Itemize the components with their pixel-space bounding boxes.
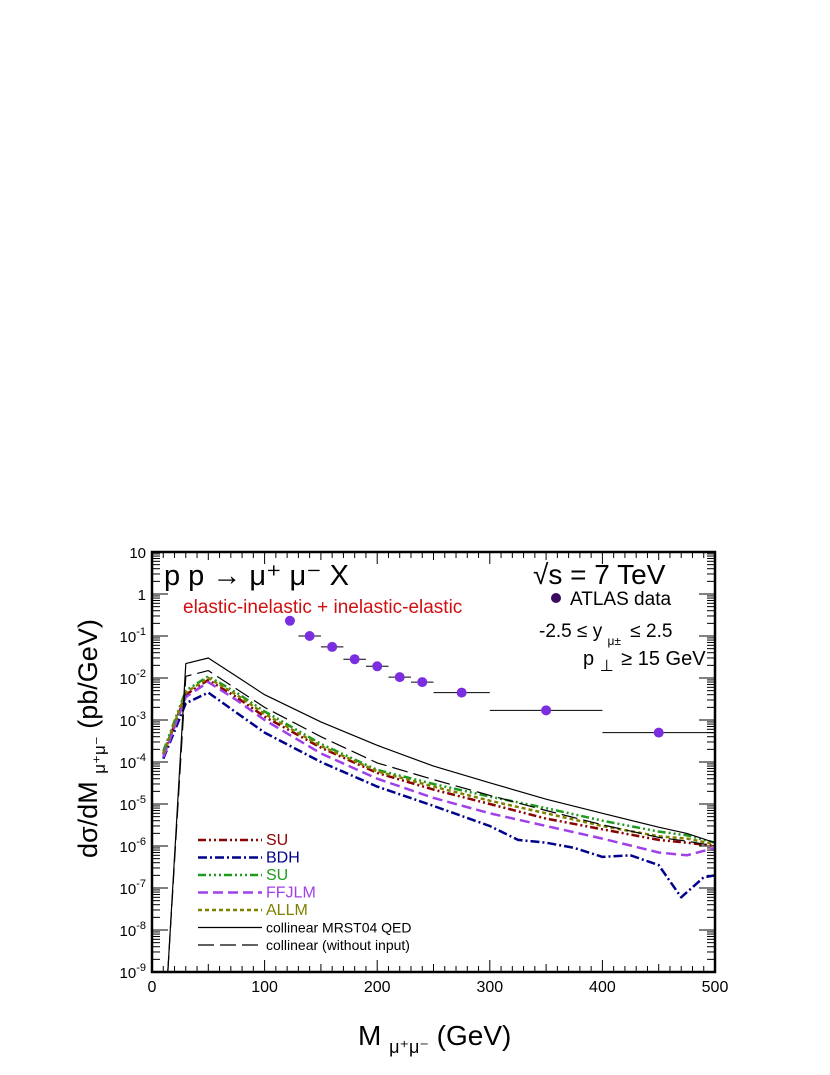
energy-label: √s = 7 TeV: [533, 559, 666, 590]
x-tick-labels: 0 100 200 300 400 500: [148, 979, 729, 996]
y-tick-label: 10-7: [120, 878, 146, 898]
y-tick-label-exponent: -2: [136, 668, 146, 680]
y-tick-label: 10-8: [120, 920, 146, 940]
pt-cut-sub: ⊥: [600, 658, 614, 675]
series-line-su: [162, 675, 715, 844]
atlas-data-point: [417, 677, 428, 688]
legend-label: collinear MRST04 QED: [266, 920, 412, 936]
x-tick-label: 400: [589, 979, 616, 996]
y-axis-title-rest: (pb/GeV): [73, 619, 103, 729]
x-axis-title-main: M: [358, 1020, 381, 1051]
legend-label: SU: [266, 832, 288, 849]
pt-cut-value: ≥ 15 GeV: [621, 648, 706, 670]
legend-atlas-marker: [551, 593, 561, 603]
atlas-data-point: [349, 654, 360, 665]
series-line-allm: [162, 676, 715, 846]
y-tick-label-exponent: -3: [136, 710, 146, 722]
x-tick-label: 0: [148, 979, 157, 996]
legend-label: FFJLM: [266, 885, 316, 902]
y-tick-label-base: 10: [120, 923, 137, 940]
atlas-data-point: [327, 641, 338, 652]
rapidity-cut-left: -2.5 ≤ y: [539, 621, 603, 642]
y-tick-label-base: 10: [120, 713, 137, 730]
plot-frame: [150, 550, 717, 974]
atlas-data-point: [456, 687, 467, 698]
y-axis-title: dσ/dM μ⁺μ⁻ (pb/GeV): [73, 619, 111, 858]
y-tick-label-base: 10: [120, 755, 137, 772]
y-tick-label: 10-1: [120, 626, 146, 646]
y-tick-label-base: 1: [138, 587, 146, 604]
x-axis-title: M μ⁺μ⁻ (GeV): [358, 1020, 511, 1059]
rapidity-cut-right: ≤ 2.5: [630, 621, 672, 642]
x-tick-label: 200: [364, 979, 391, 996]
y-tick-label-base: 10: [120, 881, 137, 898]
pt-cut: p ⊥ ≥ 15 GeV: [583, 648, 706, 676]
pt-cut-p: p: [583, 648, 594, 670]
x-tick-label: 500: [702, 979, 729, 996]
y-tick-label-base: 10: [120, 965, 137, 982]
legend-label: BDH: [266, 850, 300, 867]
x-tick-label: 300: [476, 979, 503, 996]
series-line-ffjlm: [162, 680, 715, 857]
y-tick-label: 1: [138, 587, 146, 604]
atlas-data-point: [394, 672, 405, 683]
y-tick-label-base: 10: [120, 839, 137, 856]
chart-subtitle: elastic-inelastic + inelastic-elastic: [183, 597, 462, 618]
y-tick-label: 10-2: [120, 668, 146, 688]
y-tick-label-base: 10: [120, 629, 137, 646]
y-tick-label-exponent: -7: [136, 878, 146, 890]
y-tick-label-base: 10: [129, 545, 146, 562]
y-axis-title-sub: μ⁺μ⁻: [90, 736, 109, 774]
legend-label: SU: [266, 867, 288, 884]
x-axis-title-sub: μ⁺μ⁻: [389, 1037, 429, 1057]
y-tick-label: 10-6: [120, 836, 146, 856]
x-tick-label: 100: [251, 979, 278, 996]
y-tick-label: 10-3: [120, 710, 146, 730]
rapidity-cut-sub: μ±: [608, 634, 622, 648]
y-tick-label-base: 10: [120, 671, 137, 688]
rapidity-cut: -2.5 ≤ y μ± ≤ 2.5: [539, 621, 672, 650]
y-tick-label-exponent: -4: [136, 752, 146, 764]
y-tick-label-exponent: -5: [136, 794, 146, 806]
atlas-data-point: [284, 615, 295, 626]
series-line-collinear-mrst04-qed: [167, 657, 715, 972]
series-line-su: [162, 678, 715, 848]
atlas-data-points: [284, 615, 715, 738]
x-axis-title-rest: (GeV): [437, 1020, 512, 1051]
atlas-data-point: [653, 727, 664, 738]
legend-atlas-label: ATLAS data: [570, 589, 671, 610]
y-tick-label: 10-5: [120, 794, 146, 814]
y-tick-label-base: 10: [120, 797, 137, 814]
y-tick-label-exponent: -6: [136, 836, 146, 848]
y-axis-title-main: dσ/dM: [73, 781, 103, 858]
atlas-data-point: [372, 661, 383, 672]
y-tick-label: 10: [129, 545, 146, 562]
legend-label: collinear (without input): [266, 937, 410, 953]
y-tick-label-exponent: -9: [136, 962, 146, 974]
y-tick-label: 10-9: [120, 962, 146, 982]
y-tick-label-exponent: -8: [136, 920, 146, 932]
legend-label: ALLM: [266, 902, 308, 919]
chart-title: p p → μ⁺ μ⁻ X: [164, 560, 349, 592]
series-line-bdh: [162, 691, 715, 899]
series-layer: [162, 657, 715, 972]
y-tick-label-exponent: -1: [136, 626, 146, 638]
y-tick-label: 10-4: [120, 752, 146, 772]
atlas-data-point: [541, 705, 552, 716]
atlas-data-point: [304, 631, 315, 641]
series-line-collinear-without-input-: [167, 669, 715, 972]
